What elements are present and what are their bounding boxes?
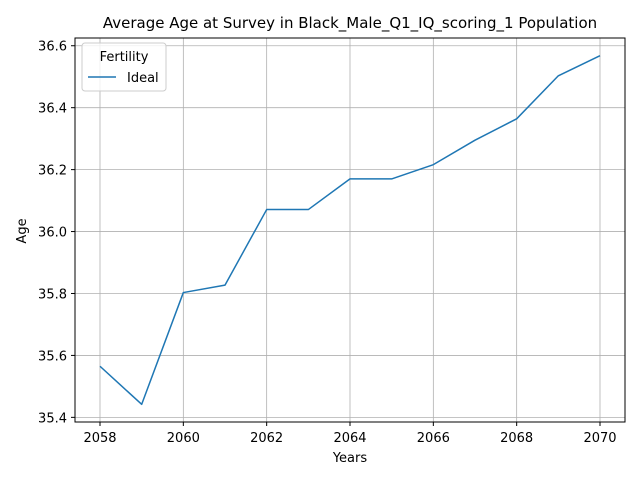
x-tick-label: 2062 bbox=[250, 431, 283, 446]
series-layer bbox=[99, 54, 601, 406]
y-axis-label: Age bbox=[15, 218, 30, 243]
grid bbox=[75, 38, 625, 422]
x-tick-label: 2064 bbox=[333, 431, 366, 446]
y-tick-label: 36.4 bbox=[38, 102, 67, 117]
x-axis-label: Years bbox=[332, 451, 368, 466]
x-tick-label: 2066 bbox=[417, 431, 450, 446]
y-tick-label: 36.0 bbox=[38, 226, 67, 241]
legend-box bbox=[81, 42, 167, 92]
legend: Fertility Ideal bbox=[81, 42, 167, 92]
series-line-ideal bbox=[99, 54, 601, 406]
ticks: 2058 2060 2062 2064 2066 2068 2070 35.4 35.6 35.8… bbox=[38, 40, 617, 446]
y-tick-label: 35.4 bbox=[38, 411, 67, 426]
x-tick-label: 2060 bbox=[167, 431, 200, 446]
chart-title: Average Age at Survey in Black_Male_Q1_I… bbox=[103, 14, 597, 33]
legend-label-ideal: Ideal bbox=[127, 71, 159, 86]
y-tick-label: 35.8 bbox=[38, 287, 67, 302]
legend-title: Fertility bbox=[100, 50, 149, 65]
y-tick-label: 36.6 bbox=[38, 40, 67, 55]
y-tick-label: 36.2 bbox=[38, 164, 67, 179]
x-tick-label: 2058 bbox=[83, 431, 116, 446]
x-tick-label: 2070 bbox=[583, 431, 616, 446]
x-tick-label: 2068 bbox=[500, 431, 533, 446]
y-tick-label: 35.6 bbox=[38, 349, 67, 364]
